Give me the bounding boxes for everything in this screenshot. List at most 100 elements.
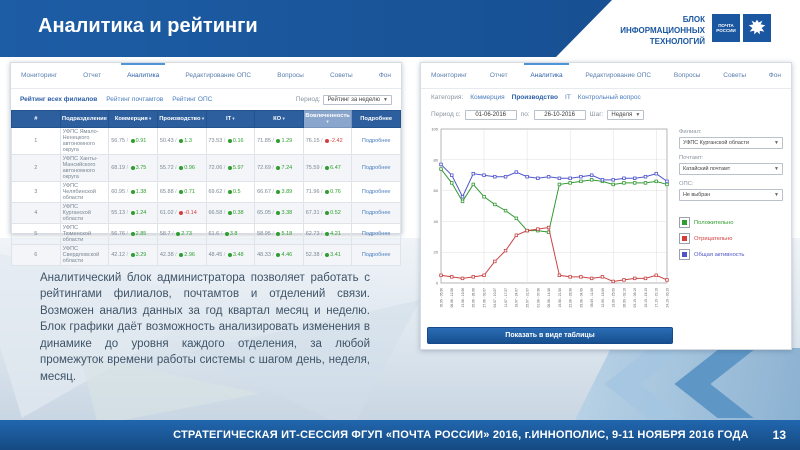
nav-tab[interactable]: Вопросы <box>277 72 304 79</box>
nav-tab[interactable]: Вопросы <box>673 72 701 79</box>
chart-canvas: 0 20 40 60 80 100 30.05 - 05.06 06.06 - 12.06 13… <box>431 127 669 308</box>
column-header[interactable]: Подробнее <box>351 110 401 128</box>
separator: / <box>173 210 179 216</box>
page-number: 13 <box>772 428 786 442</box>
trend-up-icon <box>130 138 135 143</box>
details-link[interactable]: Подробнее <box>351 181 401 203</box>
period-from-input[interactable]: 01-06-2016 <box>464 109 517 120</box>
metric-cell: 67.31 / 0.52 <box>302 202 353 224</box>
metric-delta: 1.3 <box>184 138 192 144</box>
metric-cell: 48.45 / 3.48 <box>205 244 256 266</box>
period-to-label: по: <box>520 111 530 118</box>
separator: / <box>270 252 276 258</box>
column-header[interactable]: КО ▾ <box>254 110 304 128</box>
period-row: Период с: 01-06-2016 по: 26-10-2016 Шаг:… <box>421 105 791 124</box>
nav-tab[interactable]: Мониторинг <box>21 72 58 79</box>
column-header[interactable]: Подразделение <box>59 110 110 128</box>
svg-text:01.08 - 07.08: 01.08 - 07.08 <box>536 288 540 308</box>
separator: / <box>270 189 276 195</box>
svg-text:19.09 - 25.09: 19.09 - 25.09 <box>612 288 616 308</box>
metric-value: 61.6 <box>208 231 220 237</box>
column-header[interactable]: IT ▾ <box>205 110 256 128</box>
eagle-emblem-icon <box>743 14 771 42</box>
details-link[interactable]: Подробнее <box>351 127 401 155</box>
svg-text:10.10 - 16.10: 10.10 - 16.10 <box>644 288 648 308</box>
org-line: ТЕХНОЛОГИЙ <box>649 36 705 46</box>
metric-cell: 61.02 / -0.14 <box>156 202 207 224</box>
trend-up-icon <box>276 231 281 236</box>
trend-up-icon <box>276 210 281 215</box>
svg-text:22.08 - 28.08: 22.08 - 28.08 <box>569 288 573 308</box>
separator: / <box>173 165 179 171</box>
legend-swatch <box>679 217 690 228</box>
period-from-label: Период с: <box>431 111 461 118</box>
metric-value: 61.02 <box>159 210 174 216</box>
metric-cell: 65.88 / 0.71 <box>156 181 207 203</box>
nav-tab[interactable]: Мониторинг <box>431 72 468 79</box>
trend-up-icon <box>227 165 232 170</box>
show-as-table-button[interactable]: Показать в виде таблицы <box>427 327 673 344</box>
filter-select[interactable]: Катайский почтамт ▼ <box>679 163 783 175</box>
metric-cell: 62.73 / 4.21 <box>302 223 353 245</box>
svg-text:27.06 - 03.07: 27.06 - 03.07 <box>482 288 486 308</box>
trend-up-icon <box>325 165 330 170</box>
metric-delta: 6.47 <box>330 165 341 171</box>
rating-subtab[interactable]: Рейтинг почтамтов <box>106 96 164 103</box>
details-link[interactable]: Подробнее <box>351 202 401 224</box>
details-link[interactable]: Подробнее <box>351 244 401 266</box>
table-row: 1 УФПС Ямало-Ненецкого автономного округа… <box>11 127 401 155</box>
footer-text: СТРАТЕГИЧЕСКАЯ ИТ-СЕССИЯ ФГУП «ПОЧТА РОС… <box>173 429 749 441</box>
nav-tab[interactable]: Фон <box>378 72 391 79</box>
category-link[interactable]: Коммерция <box>470 93 505 101</box>
column-header[interactable]: Производство ▾ <box>156 110 207 128</box>
trend-up-icon <box>130 231 135 236</box>
step-select[interactable]: Неделя ▼ <box>607 109 645 120</box>
org-name-block: БЛОК ИНФОРМАЦИОННЫХ ТЕХНОЛОГИЙ <box>620 15 705 47</box>
legend-item: Положительно <box>679 217 783 228</box>
metric-cell: 60.95 / 1.38 <box>108 181 158 203</box>
filter-select[interactable]: Не выбран ▼ <box>679 189 783 201</box>
metric-delta: 7.24 <box>281 165 293 171</box>
metric-delta: 0.71 <box>184 189 195 195</box>
separator: / <box>270 165 276 171</box>
chart-legend: Положительно Отрицательно Общая активность <box>679 211 783 260</box>
nav-tab[interactable]: Аналитика <box>121 63 166 79</box>
rating-subtab[interactable]: Рейтинг ОПС <box>172 96 213 103</box>
filter-select[interactable]: УФПС Курганской области ▼ <box>679 137 783 149</box>
rating-subtab[interactable]: Рейтинг всех филиалов <box>20 96 98 103</box>
column-header[interactable]: Вовлеченность ▾ <box>302 110 353 128</box>
metric-cell: 56.76 / 2.85 <box>108 223 158 245</box>
division-name: УФПС Челябинской области <box>59 181 110 203</box>
column-header[interactable]: # <box>11 110 61 128</box>
nav-tab[interactable]: Аналитика <box>524 63 569 79</box>
nav-tab[interactable]: Отчет <box>489 72 508 79</box>
nav-tab[interactable]: Отчет <box>83 72 101 79</box>
column-header[interactable]: Коммерция ▾ <box>108 110 158 128</box>
metric-cell: 55.13 / 1.24 <box>108 202 158 224</box>
period-to-input[interactable]: 26-10-2016 <box>533 109 586 120</box>
nav-tab[interactable]: Советы <box>723 72 746 79</box>
trend-up-icon <box>179 252 184 257</box>
nav-tab[interactable]: Редактирование ОПС <box>585 72 652 79</box>
metric-value: 42.12 <box>111 252 126 258</box>
metric-cell: 58.7 / 2.73 <box>156 223 207 245</box>
nav-tab[interactable]: Фон <box>768 72 781 79</box>
division-name: УФПС Ханты-Мансийского автономного округ… <box>59 154 110 182</box>
table-body: 1 УФПС Ямало-Ненецкого автономного округа… <box>11 127 401 266</box>
category-label: Категория: <box>431 93 464 101</box>
category-link[interactable]: IT <box>565 93 571 101</box>
chevron-down-icon: ▼ <box>635 111 641 118</box>
period-select[interactable]: Рейтинг за неделю ▼ <box>323 94 392 105</box>
table-row: 4 УФПС Курганской области 55.13 / 1.24 61.0… <box>11 202 401 224</box>
category-link[interactable]: Контрольный вопрос <box>577 93 641 101</box>
details-link[interactable]: Подробнее <box>351 154 401 182</box>
row-index: 2 <box>11 154 61 182</box>
nav-tab[interactable]: Советы <box>329 72 353 79</box>
division-name: УФПС Ямало-Ненецкого автономного округа <box>59 127 110 155</box>
details-link[interactable]: Подробнее <box>351 223 401 245</box>
category-link[interactable]: Производство <box>511 93 559 101</box>
slide-footer-bar: СТРАТЕГИЧЕСКАЯ ИТ-СЕССИЯ ФГУП «ПОЧТА РОС… <box>0 420 800 450</box>
metric-delta: 0.38 <box>232 210 244 216</box>
nav-tab[interactable]: Редактирование ОПС <box>185 72 252 79</box>
separator: / <box>222 138 227 144</box>
